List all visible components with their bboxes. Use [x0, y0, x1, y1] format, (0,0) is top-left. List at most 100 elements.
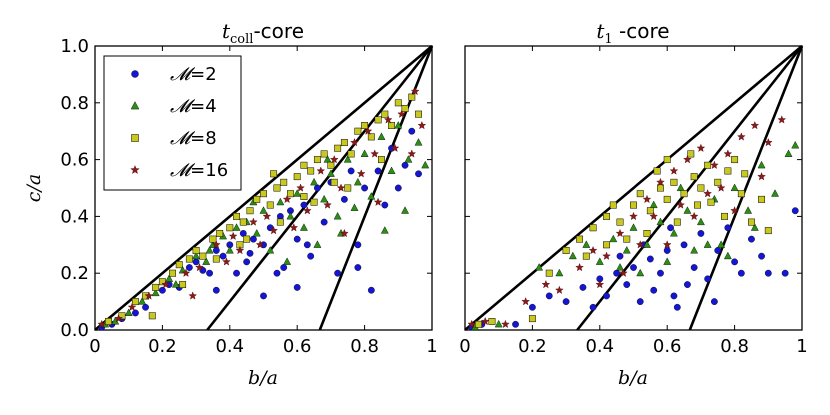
point-circle: [663, 247, 671, 254]
point-square: [361, 122, 369, 129]
point-star: [777, 115, 787, 124]
point-circle: [340, 195, 348, 203]
point-triangle: [343, 155, 352, 163]
point-triangle: [178, 265, 187, 274]
point-square: [293, 173, 301, 181]
point-circle: [233, 269, 240, 277]
point-square: [609, 201, 617, 209]
point-star: [336, 183, 346, 192]
point-star: [211, 240, 221, 249]
point-square: [415, 110, 422, 118]
point-circle: [303, 241, 311, 249]
guide-line: [688, 45, 804, 331]
point-square: [636, 190, 644, 198]
point-star: [144, 291, 154, 300]
point-star: [282, 194, 292, 204]
legend-marker-triangle: [130, 101, 140, 110]
point-triangle: [656, 217, 665, 226]
point-circle: [737, 269, 745, 277]
guide-line: [576, 45, 804, 331]
point-circle: [354, 264, 362, 271]
point-square: [764, 227, 772, 235]
point-star: [356, 169, 366, 178]
legend-label-m16: 𝓜=16: [170, 160, 228, 181]
point-square: [741, 170, 749, 178]
point-star: [541, 279, 551, 289]
point-triangle: [320, 194, 329, 203]
point-star: [730, 206, 739, 215]
point-circle: [273, 269, 281, 277]
point-square: [344, 184, 352, 192]
point-triangle: [404, 155, 413, 163]
point-square: [724, 167, 732, 175]
point-triangle: [377, 132, 386, 140]
point-star: [649, 211, 659, 221]
point-square: [300, 161, 308, 169]
point-star: [615, 228, 625, 238]
point-triangle: [326, 169, 335, 177]
point-circle: [667, 224, 674, 232]
point-square: [334, 144, 342, 152]
point-triangle: [367, 192, 376, 200]
x-tick-label: 1: [796, 336, 807, 357]
point-triangle: [622, 246, 631, 254]
point-square: [528, 315, 536, 323]
point-triangle: [676, 183, 685, 192]
panel-title: t1 -core: [596, 19, 669, 47]
point-circle: [293, 235, 301, 243]
point-star: [161, 279, 171, 289]
point-triangle: [750, 223, 759, 231]
point-triangle: [744, 206, 753, 214]
point-square: [300, 193, 308, 200]
point-square: [758, 195, 766, 203]
point-triangle: [313, 240, 322, 248]
point-star: [363, 126, 373, 135]
point-triangle: [350, 203, 359, 211]
point-circle: [394, 184, 402, 192]
x-tick-label: 0.6: [283, 336, 312, 357]
point-star: [656, 177, 665, 187]
point-square: [260, 190, 267, 198]
point-star: [689, 211, 699, 221]
point-square: [670, 178, 678, 186]
point-star: [703, 189, 712, 198]
point-star: [750, 120, 760, 130]
point-square: [347, 150, 355, 158]
guide-lines: [464, 45, 804, 331]
point-square: [253, 195, 261, 203]
point-square: [185, 255, 193, 263]
point-star: [635, 240, 645, 249]
point-circle: [415, 170, 422, 178]
point-square: [589, 224, 597, 232]
point-square: [313, 156, 321, 164]
point-square: [307, 167, 315, 175]
point-star: [602, 251, 611, 260]
point-square: [663, 156, 671, 164]
point-square: [354, 127, 362, 135]
point-star: [737, 132, 746, 141]
point-triangle: [757, 160, 766, 169]
point-circle: [710, 298, 718, 305]
point-circle: [616, 252, 624, 260]
point-triangle: [124, 308, 133, 316]
point-square: [270, 170, 278, 178]
point-square: [690, 173, 698, 181]
x-tick-label: 0.2: [518, 336, 547, 357]
x-tick-label: 0.8: [350, 336, 379, 357]
point-circle: [545, 292, 553, 300]
point-triangle: [283, 257, 292, 265]
point-square: [367, 133, 375, 141]
point-square: [209, 235, 217, 243]
panel-title: tcoll-core: [222, 19, 304, 47]
point-circle: [690, 264, 698, 271]
point-star: [575, 262, 584, 272]
legend-marker-circle: [131, 70, 139, 78]
point-square: [673, 218, 681, 226]
point-circle: [758, 252, 765, 260]
x-tick-label: 0: [89, 336, 100, 357]
point-circle: [589, 303, 597, 311]
point-triangle: [310, 177, 318, 186]
point-circle: [623, 281, 631, 288]
point-triangle: [609, 234, 618, 243]
